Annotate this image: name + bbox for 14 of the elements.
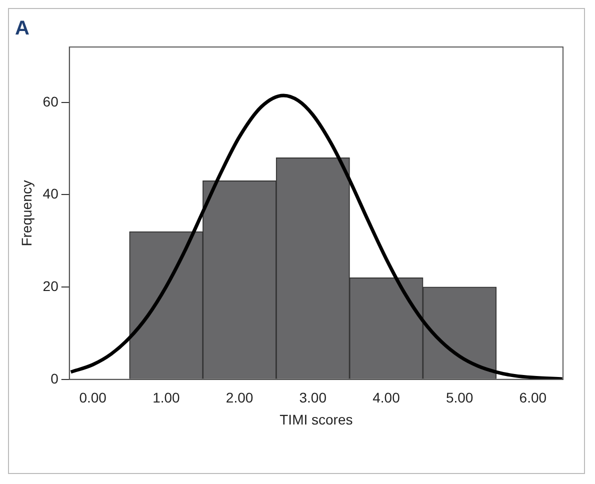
y-axis-title: Frequency [18,180,34,246]
x-tick-label: 1.00 [152,390,180,406]
y-tick-label: 0 [50,370,59,386]
x-axis-title: TIMI scores [280,411,353,428]
y-tick-label: 60 [42,93,59,110]
y-tick-label: 40 [42,186,59,202]
x-tick-label: 5.00 [446,390,474,406]
x-tick-label: 3.00 [299,390,327,406]
x-tick-label: 2.00 [226,390,254,406]
x-tick-label: 0.00 [79,390,107,406]
x-tick-label: 4.00 [372,390,400,406]
x-tick-label: 6.00 [519,390,547,406]
chart-title: A [15,18,30,40]
y-tick-label: 20 [42,278,59,294]
